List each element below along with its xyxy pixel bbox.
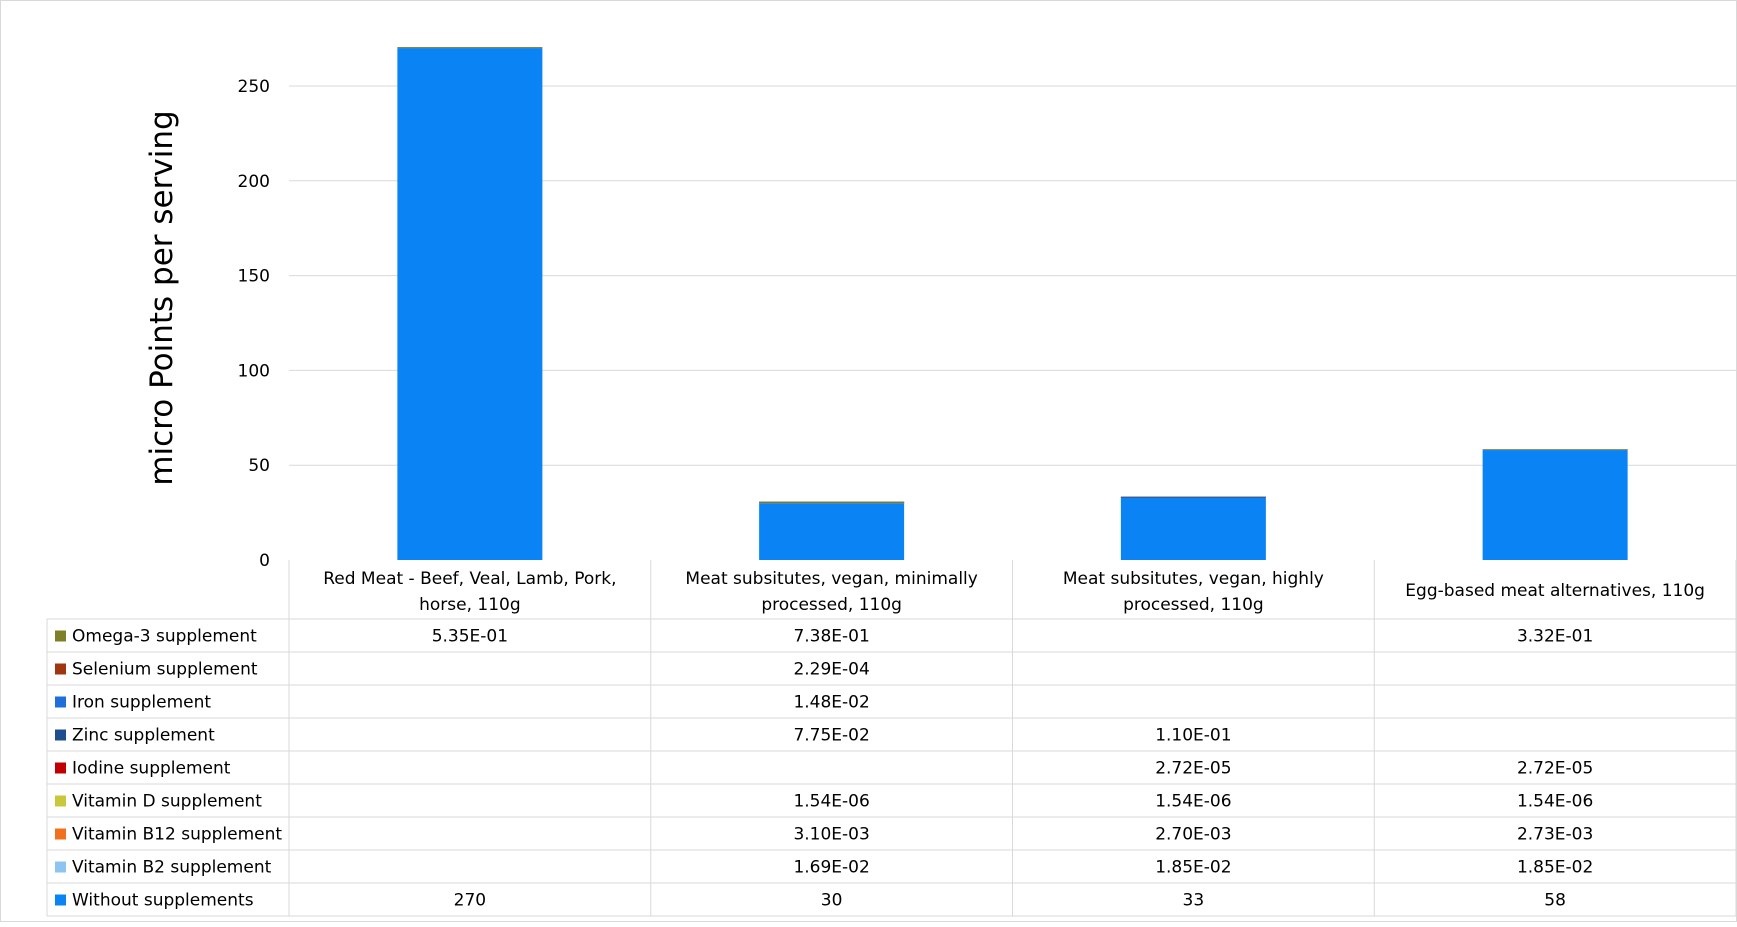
y-tick-label: 200 — [238, 172, 270, 192]
legend-series-name: Zinc supplement — [72, 726, 215, 746]
category-label: Meat subsitutes, vegan, minimally — [685, 569, 977, 589]
bars — [397, 47, 1628, 561]
legend-swatch — [55, 630, 66, 642]
bar-segment — [759, 501, 905, 503]
y-axis: 0 50 100 150 200 250 — [238, 77, 270, 571]
data-label: 3.10E-03 — [793, 825, 869, 845]
data-label: 2.72E-05 — [1155, 759, 1231, 779]
y-tick-label: 150 — [238, 267, 270, 287]
data-label: 2.72E-05 — [1517, 759, 1593, 779]
data-label: 1.54E-06 — [793, 792, 869, 812]
y-tick-label: 250 — [238, 77, 270, 97]
legend-series-name: Selenium supplement — [72, 660, 258, 680]
data-label: 2.29E-04 — [793, 660, 869, 680]
data-label: 30 — [821, 891, 843, 911]
data-label: 1.10E-01 — [1155, 726, 1231, 746]
data-label: 7.75E-02 — [793, 726, 869, 746]
data-label: 1.48E-02 — [793, 693, 869, 713]
bar-segment — [1120, 497, 1266, 560]
legend-swatch — [55, 762, 66, 774]
legend-swatch — [55, 663, 66, 675]
legend-swatch — [55, 828, 66, 840]
category-label: processed, 110g — [1123, 595, 1264, 615]
bar-segment — [759, 503, 905, 560]
legend-swatch — [55, 894, 66, 906]
y-tick-label: 0 — [259, 551, 270, 571]
bar-segment — [397, 47, 543, 49]
legend-series-name: Vitamin B2 supplement — [72, 858, 272, 878]
bar-segment — [1482, 450, 1628, 560]
legend-series-name: Vitamin B12 supplement — [72, 825, 282, 845]
data-label: 3.32E-01 — [1517, 627, 1593, 647]
legend-series-name: Iron supplement — [72, 693, 211, 713]
legend-swatch — [55, 861, 66, 873]
y-tick-label: 50 — [248, 456, 270, 476]
y-tick-label: 100 — [238, 361, 270, 381]
data-label: 2.70E-03 — [1155, 825, 1231, 845]
category-label: processed, 110g — [761, 595, 902, 615]
data-label: 1.85E-02 — [1155, 858, 1231, 878]
category-label: Egg-based meat alternatives, 110g — [1405, 581, 1705, 601]
bar-segment — [1120, 496, 1266, 498]
data-table: Red Meat - Beef, Veal, Lamb, Pork, horse,… — [46, 560, 1737, 917]
bar-segment — [397, 48, 543, 561]
category-label: horse, 110g — [419, 595, 521, 615]
legend-swatch — [55, 729, 66, 741]
legend-series-name: Omega-3 supplement — [72, 627, 257, 647]
data-label: 7.38E-01 — [793, 627, 869, 647]
legend-swatch — [55, 795, 66, 807]
data-label: 1.85E-02 — [1517, 858, 1593, 878]
legend-series-name: Iodine supplement — [72, 759, 231, 779]
legend-swatch — [55, 696, 66, 708]
y-axis-label: micro Points per serving — [144, 110, 180, 485]
data-label: 33 — [1183, 891, 1205, 911]
category-label: Red Meat - Beef, Veal, Lamb, Pork, — [323, 569, 616, 589]
legend-series-name: Vitamin D supplement — [72, 792, 262, 812]
data-label: 270 — [454, 891, 486, 911]
data-label: 1.54E-06 — [1155, 792, 1231, 812]
category-label: Meat subsitutes, vegan, highly — [1063, 569, 1324, 589]
data-label: 1.69E-02 — [793, 858, 869, 878]
data-label: 1.54E-06 — [1517, 792, 1593, 812]
data-label: 2.73E-03 — [1517, 825, 1593, 845]
data-label: 58 — [1544, 891, 1566, 911]
bar-segment — [1482, 449, 1628, 450]
legend-series-name: Without supplements — [72, 891, 254, 911]
data-label: 5.35E-01 — [432, 627, 508, 647]
